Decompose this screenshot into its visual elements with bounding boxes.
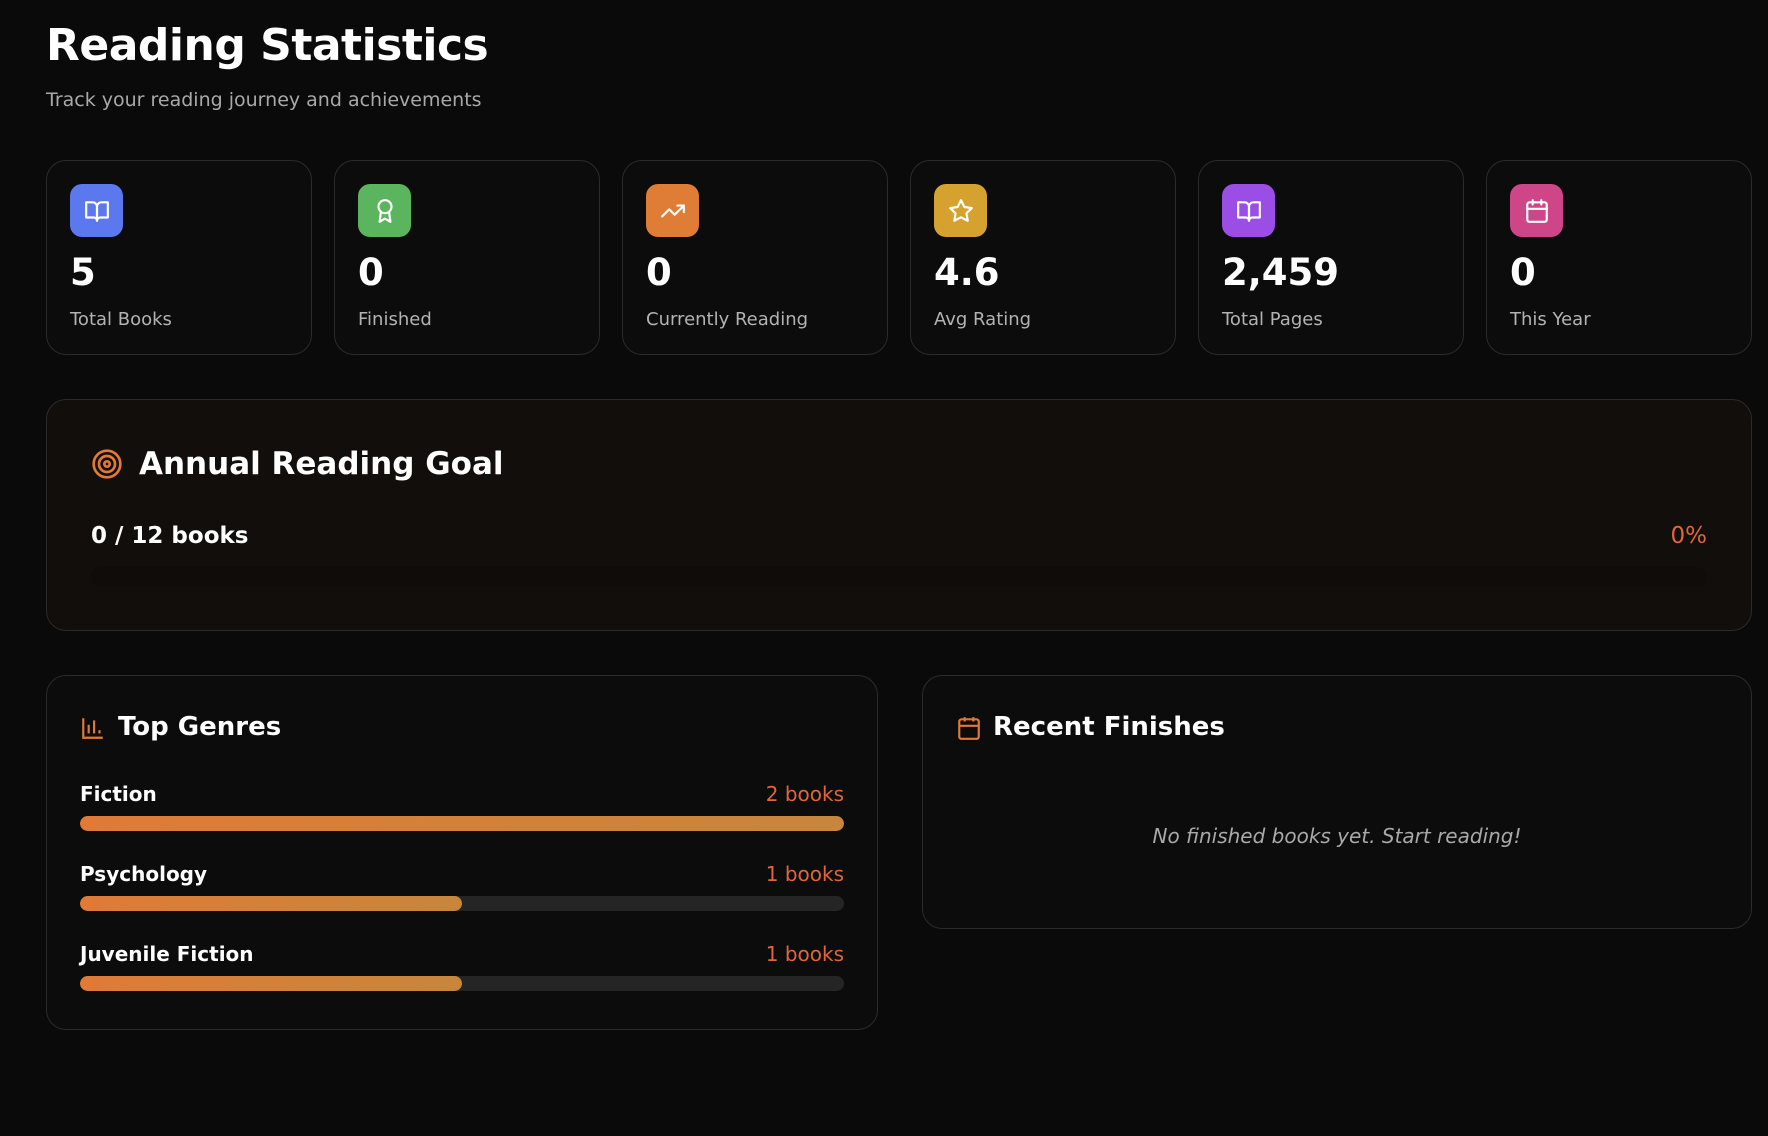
stat-label: This Year	[1510, 309, 1591, 330]
genre-track	[80, 816, 844, 831]
genre-count: 1 books	[765, 942, 844, 966]
genre-track	[80, 896, 844, 911]
genre-count: 2 books	[765, 782, 844, 806]
stat-value: 0	[646, 251, 672, 294]
genre-bar	[80, 816, 844, 831]
stat-label: Total Books	[70, 309, 172, 330]
goal-card: Annual Reading Goal 0 / 12 books 0%	[46, 399, 1752, 631]
stat-label: Avg Rating	[934, 309, 1032, 330]
stat-card: 0 Currently Reading	[622, 160, 888, 355]
icon-glyph	[1525, 198, 1548, 223]
goal-progress-text: 0 / 12 books	[91, 523, 249, 549]
page-subtitle: Track your reading journey and achieveme…	[46, 89, 482, 111]
goal-track	[91, 567, 1707, 587]
goal-percent: 0%	[1670, 523, 1708, 549]
stat-value: 4.6	[934, 251, 1000, 294]
genre-name: Juvenile Fiction	[80, 942, 254, 966]
genre-count: 1 books	[765, 862, 844, 886]
stat-icon	[1510, 184, 1563, 237]
recent-empty: No finished books yet. Start reading!	[1152, 824, 1522, 848]
page-title: Reading Statistics	[46, 20, 489, 71]
icon-glyph	[1236, 200, 1261, 222]
icon-glyph	[376, 198, 393, 223]
stat-icon	[70, 184, 123, 237]
stat-value: 2,459	[1222, 251, 1340, 294]
goal-icon	[92, 449, 122, 479]
stat-label: Currently Reading	[646, 309, 809, 330]
genre-bar	[80, 896, 462, 911]
genre-track	[80, 976, 844, 991]
genres-title: Top Genres	[118, 712, 282, 742]
recent-icon	[958, 717, 980, 740]
stat-icon	[358, 184, 411, 237]
stat-icon	[934, 184, 987, 237]
icon-glyph	[660, 204, 685, 217]
stat-value: 0	[1510, 251, 1536, 294]
stat-value: 5	[70, 251, 96, 294]
stat-icon	[1222, 184, 1275, 237]
icon-glyph	[84, 200, 109, 222]
stat-label: Total Pages	[1222, 309, 1323, 330]
genre-name: Psychology	[80, 862, 208, 886]
stat-label: Finished	[358, 309, 432, 330]
recent-card: Recent Finishes No finished books yet. S…	[922, 675, 1752, 929]
stat-card: 4.6 Avg Rating	[910, 160, 1176, 355]
genres-icon	[82, 718, 103, 739]
stat-card: 2,459 Total Pages	[1198, 160, 1464, 355]
stat-value: 0	[358, 251, 384, 294]
genres-card: Top Genres Fiction 2 books Psychology 1 boo…	[46, 675, 878, 1030]
icon-glyph	[948, 198, 973, 222]
genre-name: Fiction	[80, 782, 157, 806]
genre-bar	[80, 976, 462, 991]
stat-card: 5 Total Books	[46, 160, 312, 355]
stat-card: 0 Finished	[334, 160, 600, 355]
goal-title: Annual Reading Goal	[139, 446, 504, 482]
stat-card: 0 This Year	[1486, 160, 1752, 355]
recent-title: Recent Finishes	[993, 712, 1225, 742]
stat-icon	[646, 184, 699, 237]
